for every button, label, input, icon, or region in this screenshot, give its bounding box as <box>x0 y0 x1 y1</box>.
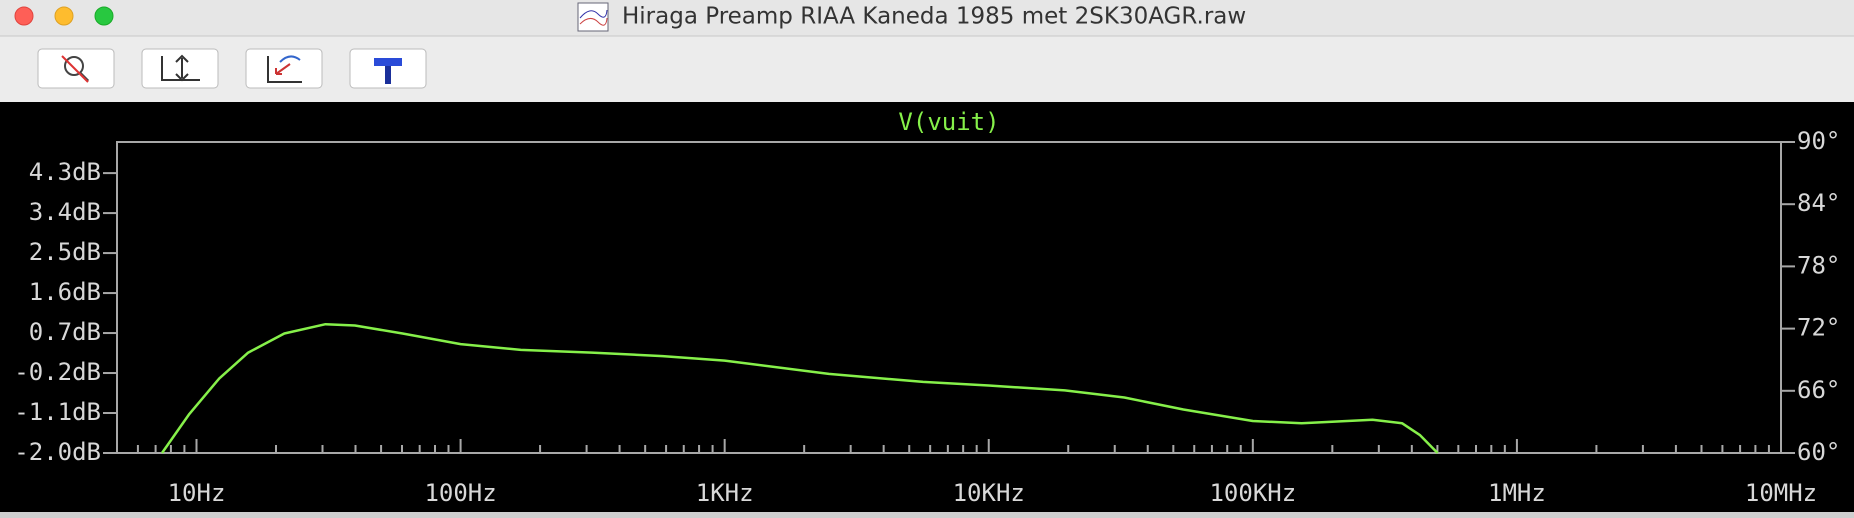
title-bar <box>0 0 1854 36</box>
y-tick-label: 2.5dB <box>29 238 101 266</box>
x-tick-label: 10Hz <box>168 479 226 507</box>
y-tick-label: 4.3dB <box>29 158 101 186</box>
autorange-button[interactable] <box>141 48 219 89</box>
y-tick-label: 3.4dB <box>29 198 101 226</box>
y2-tick-label: 84° <box>1797 189 1840 217</box>
plot: 4.3dB 3.4dB 2.5dB 1.6dB 0.7dB -0.2dB -1.1dB -2.… <box>14 108 1840 507</box>
minimize-button[interactable] <box>54 6 74 26</box>
y2-tick-label: 66° <box>1797 376 1840 404</box>
plot-frame <box>116 141 1782 454</box>
zoom-button-tool[interactable] <box>37 48 115 89</box>
x-tick-label: 1KHz <box>696 479 754 507</box>
y-tick-label: -2.0dB <box>14 438 101 466</box>
x-tick-label: 100KHz <box>1209 479 1296 507</box>
y-tick-label: 1.6dB <box>29 278 101 306</box>
settings-button[interactable] <box>349 48 427 89</box>
x-tick-label: 10KHz <box>953 479 1025 507</box>
y-tick-label: -1.1dB <box>14 398 101 426</box>
trace <box>160 322 1439 454</box>
y2-tick-label: 72° <box>1797 314 1840 342</box>
zoom-button[interactable] <box>94 6 114 26</box>
x-tick-label: 1MHz <box>1488 479 1546 507</box>
pan-button[interactable] <box>245 48 323 89</box>
window-title: Hiraga Preamp RIAA Kaneda 1985 met 2SK30… <box>622 4 1246 30</box>
y2-tick-label: 60° <box>1797 438 1840 466</box>
toolbar <box>37 48 427 89</box>
trace-label: V(vuit) <box>898 108 999 136</box>
plot-pane <box>0 102 1854 512</box>
bottom-strip <box>0 512 1854 518</box>
window-icon <box>577 2 609 32</box>
close-button[interactable] <box>14 6 34 26</box>
y2-tick-label: 90° <box>1797 127 1840 155</box>
y-tick-label: -0.2dB <box>14 358 101 386</box>
x-tick-label: 100Hz <box>424 479 496 507</box>
x-tick-label: 10MHz <box>1745 479 1817 507</box>
y2-tick-label: 78° <box>1797 251 1840 279</box>
y-tick-label: 0.7dB <box>29 318 101 346</box>
